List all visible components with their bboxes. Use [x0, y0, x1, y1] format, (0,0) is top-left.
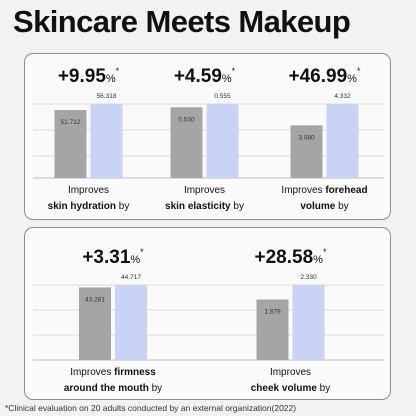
bar-before [170, 107, 203, 178]
data-label: 4.332 [334, 93, 351, 100]
bar-after [292, 285, 325, 360]
caption-segment: skin hydration [48, 201, 116, 212]
asterisk: * [232, 66, 236, 76]
change-value: +46.99%* [289, 66, 361, 87]
caption-segment: volume [300, 201, 335, 212]
caption-line: Improves [68, 185, 109, 196]
page-title: Skincare Meets Makeup [13, 4, 351, 39]
caption-line: Improves forehead [281, 185, 367, 196]
chart-3: 3.080 4.332 +46.99%* Improves forehead volum… [281, 66, 367, 212]
change-number: +3.31 [82, 247, 131, 268]
caption-segment: Improves [184, 185, 225, 196]
data-label: 56.318 [97, 93, 117, 100]
change-unit: % [347, 73, 357, 85]
change-number: +9.95 [58, 66, 107, 87]
caption-segment: by [231, 201, 244, 212]
change-value: +3.31%* [82, 247, 144, 268]
caption-segment: cheek volume [251, 383, 318, 394]
caption-line: volume by [300, 201, 348, 212]
change-number: +28.58 [255, 247, 314, 268]
change-number: +46.99 [289, 66, 348, 87]
data-label: 44.717 [121, 274, 141, 281]
caption-segment: Improves [68, 185, 109, 196]
caption-segment: around the mouth [64, 383, 149, 394]
chart-2: 0.530 0.555 +4.59%* Improves skin elasticity… [165, 66, 244, 212]
caption-segment: Improves [270, 367, 311, 378]
results-panel-top: 51.712 56.318 +9.95%* Improves skin hydratio… [24, 53, 391, 220]
chart-1: 51.712 56.318 +9.95%* Improves skin hydratio… [48, 66, 130, 212]
data-label: 0.555 [214, 93, 231, 100]
bar-before [256, 299, 289, 360]
bar-before [79, 287, 111, 360]
caption-segment: Improves [70, 367, 114, 378]
data-label: 2.330 [300, 274, 317, 281]
data-label: 51.712 [61, 119, 81, 126]
bar-after [326, 104, 359, 178]
caption-segment: by [317, 383, 330, 394]
bar-after [115, 285, 147, 360]
caption-segment: by [116, 201, 129, 212]
asterisk: * [140, 247, 144, 257]
change-unit: % [106, 73, 116, 85]
change-number: +4.59 [174, 66, 222, 87]
results-panel-bottom: 43.281 44.717 +3.31%* Improves firmness arou… [24, 227, 391, 400]
asterisk: * [357, 66, 361, 76]
footnote: *Clinical evaluation on 20 adults conduc… [5, 403, 297, 413]
caption-segment: by [149, 383, 162, 394]
chart-4: 43.281 44.717 +3.31%* Improves firmness arou… [64, 247, 162, 394]
chart-5: 1.879 2.330 +28.58%* Improves cheek volume b… [251, 247, 331, 394]
data-label: 43.281 [85, 296, 105, 303]
caption-line: skin hydration by [48, 201, 130, 212]
caption-segment: Improves [281, 185, 325, 196]
caption-line: Improves [270, 367, 311, 378]
bar-after [90, 104, 123, 178]
asterisk: * [323, 247, 327, 257]
caption-line: Improves [184, 185, 225, 196]
data-label: 0.530 [178, 116, 195, 123]
data-label: 1.879 [264, 309, 281, 316]
caption-segment: forehead [325, 185, 367, 196]
data-label: 3.080 [298, 134, 315, 141]
bar-before [290, 125, 323, 178]
caption-segment: firmness [114, 367, 156, 378]
change-unit: % [130, 254, 140, 266]
bar-after [206, 104, 239, 178]
caption-line: around the mouth by [64, 383, 162, 394]
change-unit: % [222, 73, 232, 85]
caption-line: skin elasticity by [165, 201, 244, 212]
caption-line: cheek volume by [251, 383, 331, 394]
change-value: +4.59%* [174, 66, 236, 87]
bar-before [54, 110, 87, 178]
change-unit: % [313, 254, 323, 266]
change-value: +9.95%* [58, 66, 120, 87]
caption-segment: skin elasticity [165, 201, 231, 212]
caption-segment: by [335, 201, 348, 212]
caption-line: Improves firmness [70, 367, 156, 378]
change-value: +28.58%* [255, 247, 327, 268]
asterisk: * [116, 66, 120, 76]
